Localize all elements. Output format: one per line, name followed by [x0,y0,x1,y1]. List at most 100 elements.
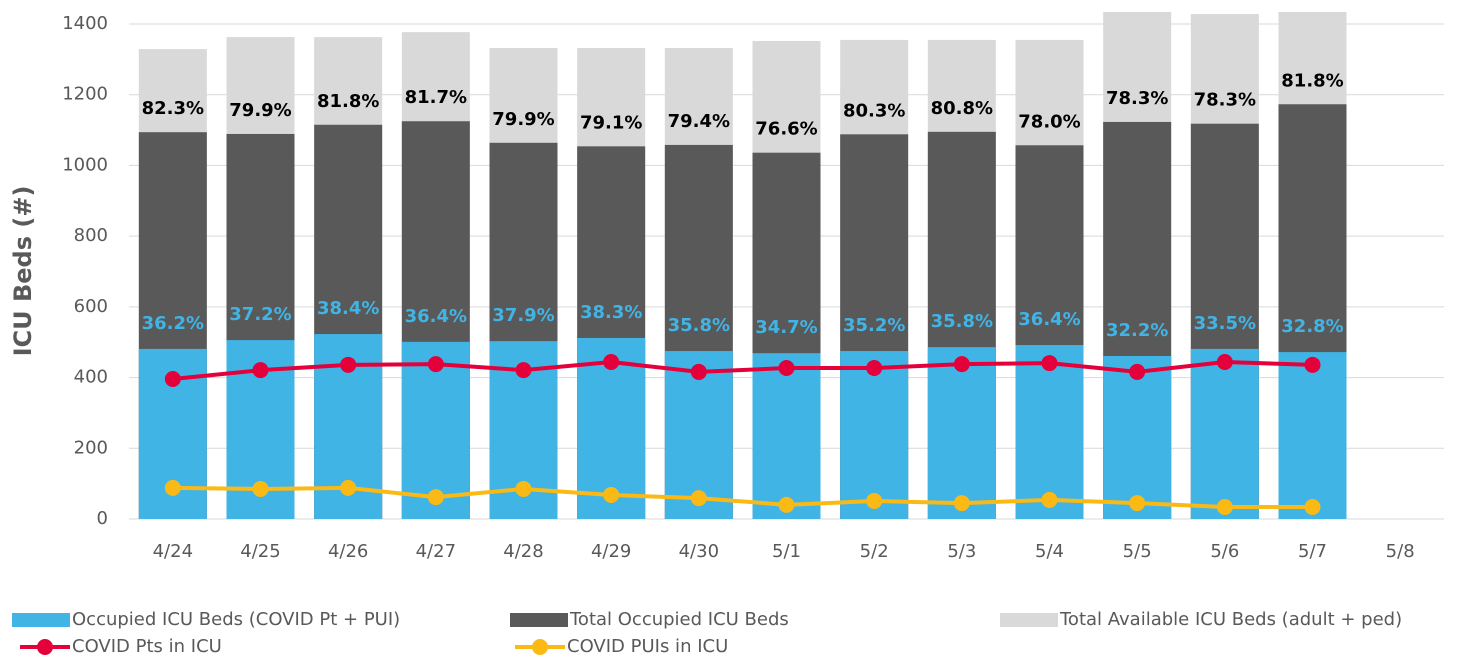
line-point [953,495,970,512]
x-tick-label: 5/1 [772,541,801,562]
x-tick-label: 4/26 [328,541,368,562]
bar [840,351,909,519]
covid-label: 35.8% [931,311,993,332]
occupancy-label: 78.3% [1106,88,1168,109]
y-tick-label: 400 [74,367,108,388]
occupancy-label: 76.6% [755,119,817,140]
x-tick-label: 4/24 [153,541,193,562]
occupancy-label: 78.0% [1018,111,1080,132]
covid-label: 35.8% [668,315,730,336]
line-point [515,362,532,379]
line-point [690,363,707,380]
occupancy-label: 81.7% [405,87,467,108]
legend-swatch [510,613,568,627]
line-point [953,356,970,373]
bar [927,347,996,519]
legend-label: Occupied ICU Beds (COVID Pt + PUI) [72,609,400,630]
occupancy-label: 79.9% [492,109,554,130]
line-point [1129,495,1146,512]
line-point [252,362,269,379]
occupancy-label: 79.1% [580,112,642,133]
legend-swatch [532,639,548,655]
covid-label: 38.4% [317,298,379,319]
line [172,485,1313,509]
covid-label: 36.4% [1018,309,1080,330]
line [172,360,1313,381]
y-tick-label: 200 [74,437,108,458]
legend-label: COVID Pts in ICU [72,636,222,657]
line-point [778,496,795,513]
line-point [340,356,357,373]
x-tick-label: 5/5 [1123,541,1152,562]
legend-label: Total Available ICU Beds (adult + ped) [1059,609,1402,630]
line-point [164,370,181,387]
occupancy-label: 81.8% [1281,70,1343,91]
x-tick-label: 5/4 [1035,541,1064,562]
line-point [1304,356,1321,373]
x-tick-label: 5/3 [947,541,976,562]
occupancy-label: 82.3% [142,98,204,119]
occupancy-label: 81.8% [317,91,379,112]
line-point [427,356,444,373]
occupancy-label: 78.3% [1194,90,1256,111]
occupancy-label: 79.9% [229,100,291,121]
line-point [866,360,883,377]
x-tick-label: 4/27 [416,541,456,562]
occupancy-label: 79.4% [668,111,730,132]
line-point [164,479,181,496]
line-point [252,480,269,497]
y-tick-label: 1200 [62,84,108,105]
x-tick-label: 5/2 [860,541,889,562]
x-tick-label: 4/29 [591,541,631,562]
y-axis-label: ICU Beds (#) [9,186,37,357]
bar [1103,356,1172,519]
covid-label: 32.2% [1106,320,1168,341]
legend-label: Total Occupied ICU Beds [569,609,789,630]
line-point [340,479,357,496]
y-tick-label: 1400 [62,13,108,34]
covid-label: 34.7% [755,317,817,338]
y-tick-label: 800 [74,225,108,246]
legend-swatch [1000,613,1058,627]
covid-label: 32.8% [1281,316,1343,337]
bar [1190,348,1259,519]
bar [1015,345,1084,519]
covid-label: 37.9% [492,305,554,326]
x-tick-label: 4/30 [679,541,719,562]
line-point [603,354,620,371]
x-tick-label: 4/25 [240,541,280,562]
line-point [1216,354,1233,371]
occupancy-label: 80.3% [843,100,905,121]
covid-label: 33.5% [1194,313,1256,334]
line-point [1041,491,1058,508]
x-tick-label: 5/8 [1386,541,1415,562]
covid-label: 37.2% [229,304,291,325]
legend-label: COVID PUIs in ICU [567,636,728,657]
y-tick-label: 600 [74,296,108,317]
legend-swatch [37,639,53,655]
legend-swatch [12,613,70,627]
bar [752,353,821,519]
occupancy-label: 80.8% [931,98,993,119]
line-point [1216,498,1233,515]
covid-label: 38.3% [580,302,642,323]
x-tick-label: 5/6 [1210,541,1239,562]
line-point [1129,363,1146,380]
y-tick-label: 1000 [62,154,108,175]
line-point [515,480,532,497]
line-point [1041,355,1058,372]
covid-label: 35.2% [843,315,905,336]
bar [1278,352,1347,519]
x-tick-label: 4/28 [503,541,543,562]
line-point [866,492,883,509]
line-point [427,489,444,506]
line-point [778,360,795,377]
line-point [603,486,620,503]
line-point [690,490,707,507]
covid-label: 36.4% [405,306,467,327]
line-point [1304,498,1321,515]
x-tick-label: 5/7 [1298,541,1327,562]
y-tick-label: 0 [97,508,108,529]
